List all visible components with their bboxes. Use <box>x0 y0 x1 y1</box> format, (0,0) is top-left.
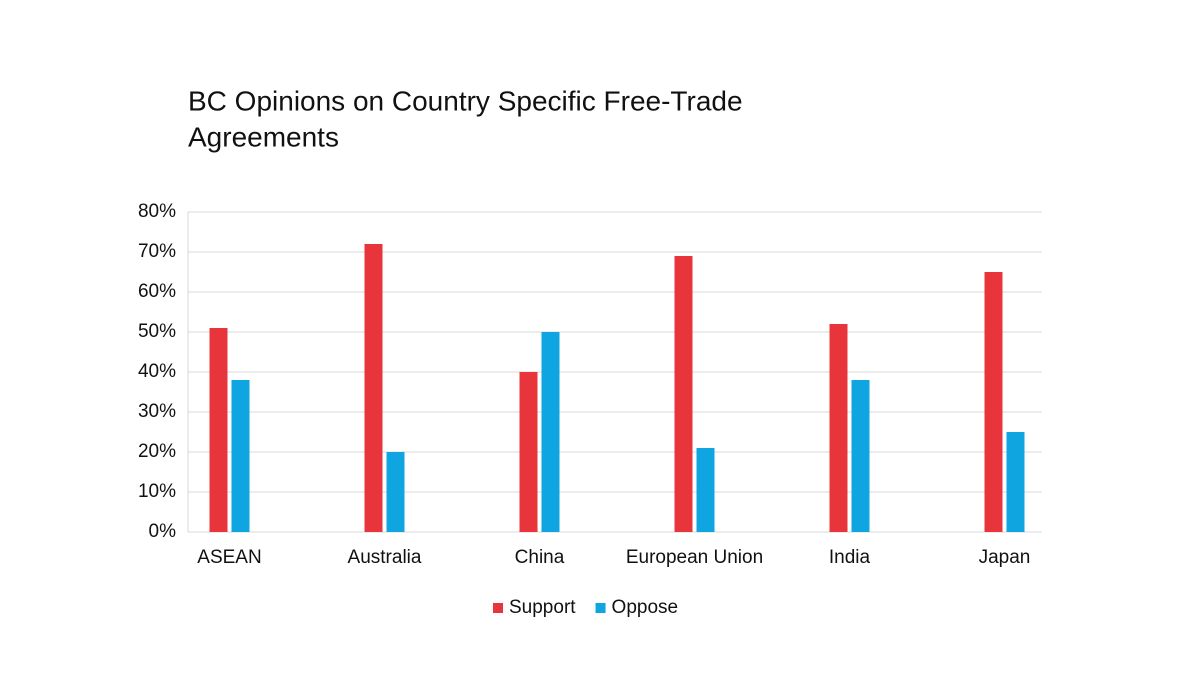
x-tick-label: India <box>829 547 871 568</box>
y-tick-label: 20% <box>138 441 176 462</box>
y-tick-label: 40% <box>138 361 176 382</box>
y-tick-label: 0% <box>149 521 177 542</box>
bar <box>209 328 228 532</box>
chart-title: Agreements <box>188 121 339 152</box>
x-tick-label: Australia <box>348 547 422 568</box>
x-tick-label: European Union <box>626 547 763 568</box>
bar <box>829 324 848 532</box>
bar <box>519 372 538 532</box>
y-tick-label: 60% <box>138 281 176 302</box>
bar <box>1006 432 1025 532</box>
bar <box>696 448 715 532</box>
bar <box>386 452 405 532</box>
legend-label: Oppose <box>612 597 679 618</box>
y-tick-label: 70% <box>138 241 176 262</box>
y-tick-label: 30% <box>138 401 176 422</box>
bar <box>541 332 560 532</box>
bar <box>851 380 870 532</box>
x-tick-label: Japan <box>979 547 1031 568</box>
legend-swatch <box>493 603 503 613</box>
legend-label: Support <box>509 597 576 618</box>
y-tick-label: 10% <box>138 481 176 502</box>
legend-swatch <box>595 603 606 613</box>
x-tick-label: ASEAN <box>197 547 261 568</box>
bar <box>984 272 1003 532</box>
bar <box>674 256 693 532</box>
y-tick-label: 50% <box>138 321 176 342</box>
y-tick-label: 80% <box>138 201 176 222</box>
chart-title: BC Opinions on Country Specific Free-Tra… <box>188 85 743 116</box>
bar <box>364 244 383 532</box>
x-tick-label: China <box>515 547 565 568</box>
bar <box>231 380 250 532</box>
